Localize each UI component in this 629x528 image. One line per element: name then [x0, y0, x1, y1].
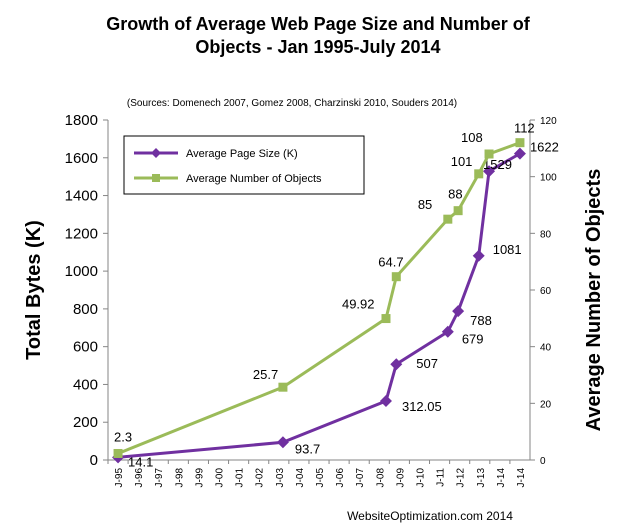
data-label-page-size: 312.05	[402, 399, 442, 414]
point-objects	[484, 149, 494, 159]
left-tick-label: 0	[90, 452, 98, 469]
point-objects	[278, 382, 288, 392]
point-objects	[474, 169, 484, 179]
left-tick-label: 1200	[65, 225, 98, 242]
right-tick-label: 60	[540, 286, 552, 297]
right-tick-label: 20	[540, 399, 552, 410]
x-tick-label: J-97	[154, 468, 165, 488]
data-label-objects: 49.92	[342, 297, 375, 312]
chart-title-line-2: Objects - Jan 1995-July 2014	[195, 37, 440, 57]
legend-marker-objects	[152, 174, 160, 182]
x-tick-label: J-10	[415, 468, 426, 488]
right-axis-ticks: 0 20 40 60 80 100 120	[530, 116, 557, 467]
x-tick-label: J-14	[496, 468, 507, 488]
right-tick-label: 40	[540, 343, 552, 354]
x-tick-label: J-96	[134, 468, 145, 488]
point-page-size	[379, 395, 392, 408]
data-label-objects: 2.3	[114, 429, 132, 444]
x-tick-label: J-02	[255, 468, 266, 488]
legend: Average Page Size (K) Average Number of …	[123, 135, 365, 195]
point-objects	[453, 206, 463, 216]
left-tick-label: 400	[73, 376, 98, 393]
x-tick-label: J-01	[235, 468, 246, 488]
x-tick-label: J-06	[335, 468, 346, 488]
x-tick-label: J-00	[215, 468, 226, 488]
data-label-objects: 64.7	[378, 255, 403, 270]
x-tick-label: J-04	[295, 468, 306, 488]
left-tick-label: 600	[73, 339, 98, 356]
chart-title-line-1: Growth of Average Web Page Size and Numb…	[106, 14, 530, 34]
point-objects	[381, 314, 391, 324]
x-tick-label: J-13	[476, 468, 487, 488]
legend-marker-page-size	[151, 148, 161, 158]
point-objects	[391, 272, 401, 282]
legend-label-objects: Average Number of Objects	[186, 173, 322, 185]
point-objects	[443, 214, 453, 224]
x-tick-label: J-12	[456, 468, 467, 488]
x-tick-label: J-99	[194, 468, 205, 488]
x-tick-label: J-14	[516, 468, 527, 488]
right-tick-label: 120	[540, 116, 557, 127]
point-page-size	[441, 325, 454, 338]
data-label-objects: 88	[448, 187, 462, 202]
left-tick-label: 800	[73, 301, 98, 318]
chart-credit: WebsiteOptimization.com 2014	[347, 509, 513, 523]
legend-box	[123, 135, 365, 195]
x-tick-label: J-05	[315, 468, 326, 488]
x-axis-ticks: J-95 J-96 J-97 J-98 J-99 J-00 J-01 J-02 J-03 J-04…	[107, 460, 527, 488]
right-axis-label: Average Number of Objects	[583, 169, 605, 432]
data-label-page-size: 679	[462, 332, 484, 347]
data-label-page-size: 788	[470, 313, 492, 328]
point-page-size	[483, 165, 496, 178]
point-page-size	[276, 436, 289, 449]
point-page-size	[452, 305, 465, 318]
point-objects	[113, 448, 123, 458]
x-tick-label: J-98	[174, 468, 185, 488]
data-label-objects: 25.7	[253, 367, 278, 382]
left-axis-ticks: 0 200 400 600 800 1000 1200 1400 1600 1800	[65, 112, 108, 469]
series-layer: 14.1 93.7 312.05 507 679 788 1081 1529 1622 2.3 25…	[112, 121, 559, 469]
x-tick-label: J-11	[436, 468, 447, 487]
left-tick-label: 1000	[65, 263, 98, 280]
point-page-size	[472, 249, 485, 262]
data-label-page-size: 93.7	[295, 441, 320, 456]
chart-subtitle: (Sources: Domenech 2007, Gomez 2008, Cha…	[127, 98, 457, 109]
right-tick-label: 80	[540, 229, 552, 240]
data-label-page-size: 14.1	[128, 454, 153, 469]
left-tick-label: 200	[73, 414, 98, 431]
left-tick-label: 1800	[65, 112, 98, 129]
left-axis-label: Total Bytes (K)	[23, 220, 45, 360]
x-tick-label: J-95	[114, 468, 125, 488]
data-label-page-size: 507	[416, 356, 438, 371]
data-label-page-size: 1622	[530, 140, 559, 155]
legend-label-page-size: Average Page Size (K)	[186, 148, 298, 160]
x-tick-label: J-03	[275, 468, 286, 488]
data-label-objects: 101	[451, 154, 473, 169]
right-tick-label: 0	[540, 456, 546, 467]
x-tick-label: J-07	[355, 468, 366, 488]
point-page-size	[513, 147, 526, 160]
left-tick-label: 1600	[65, 150, 98, 167]
point-page-size	[390, 358, 403, 371]
x-tick-label: J-08	[375, 468, 386, 488]
data-label-page-size: 1529	[483, 157, 512, 172]
x-tick-label: J-09	[395, 468, 406, 488]
data-label-objects: 112	[514, 121, 535, 136]
data-label-objects: 85	[418, 197, 432, 212]
point-objects	[515, 138, 525, 148]
right-tick-label: 100	[540, 173, 557, 184]
left-tick-label: 1400	[65, 188, 98, 205]
data-label-page-size: 1081	[493, 242, 522, 257]
data-label-objects: 108	[461, 130, 483, 145]
